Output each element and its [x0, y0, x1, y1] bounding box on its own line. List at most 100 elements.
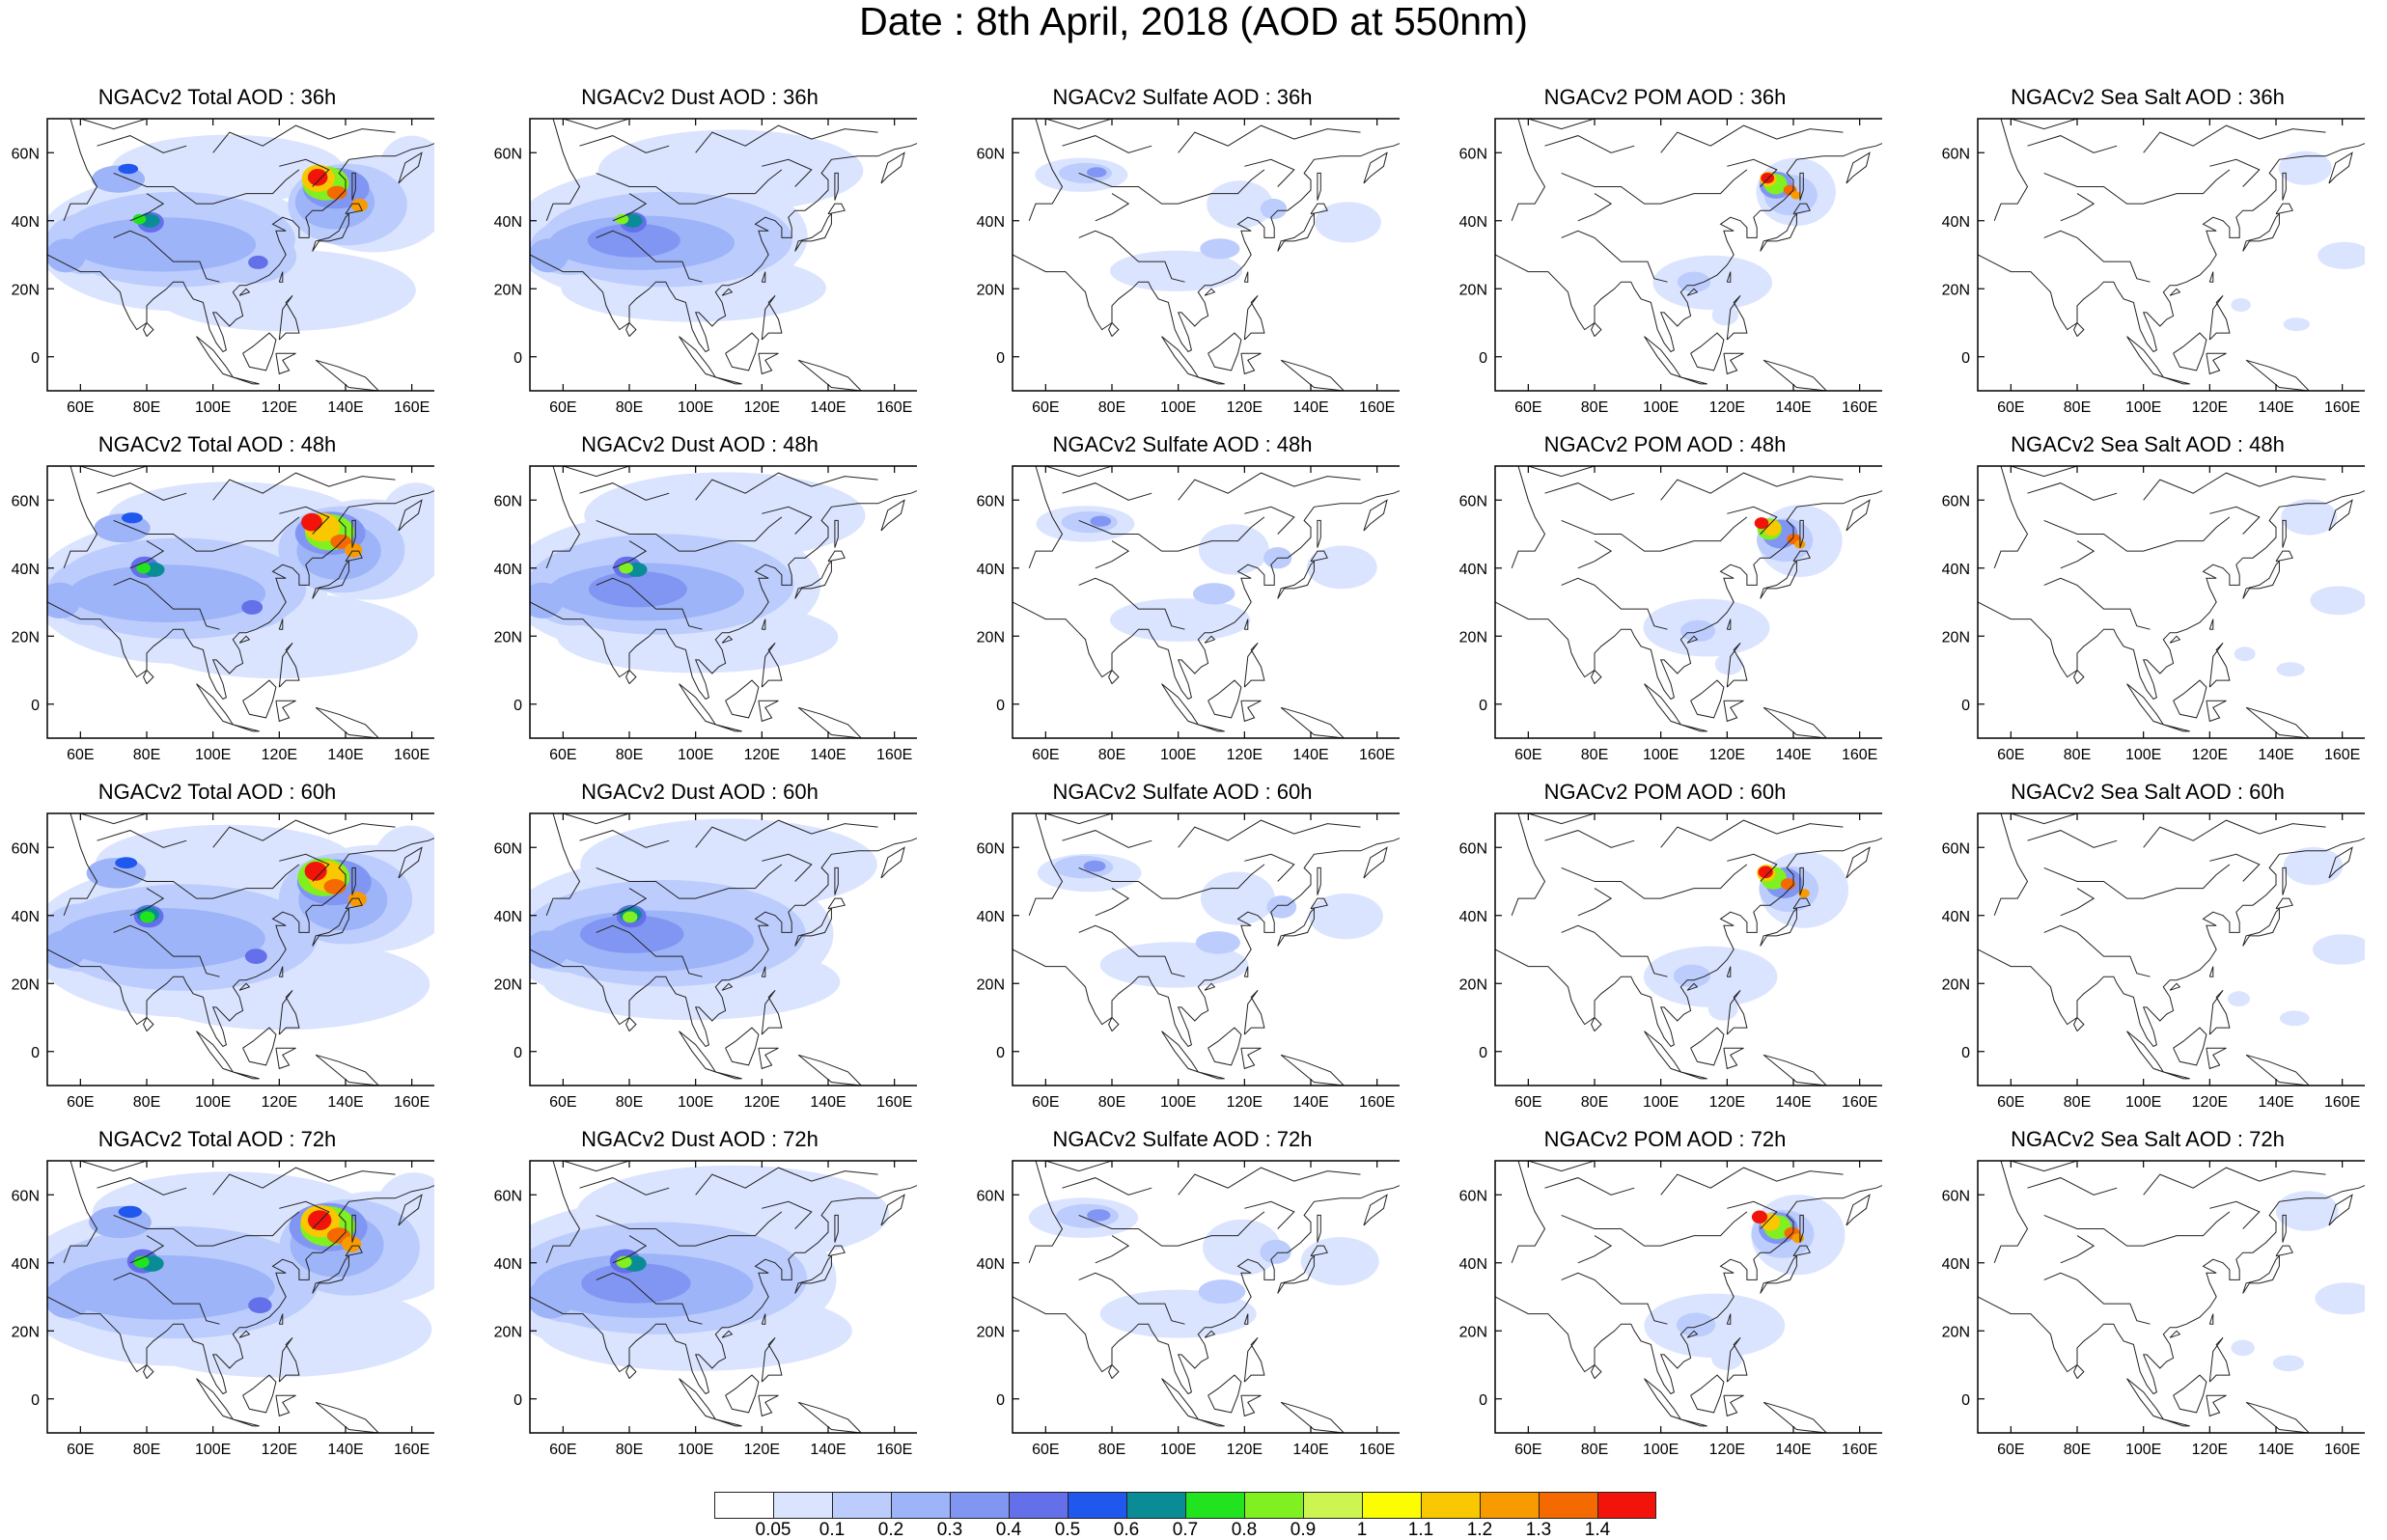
lat-tick-label: 0	[31, 698, 40, 714]
lon-tick-label: 160E	[2324, 747, 2360, 763]
lon-tick-label: 160E	[1359, 399, 1395, 416]
lon-tick-label: 60E	[1032, 1442, 1059, 1458]
aod-map: 60N 40N 20N 0 60E 80E 100E 120E 140E 160E	[494, 812, 917, 1111]
lat-tick-label: 60N	[12, 493, 40, 509]
aod-field	[47, 824, 434, 1031]
lon-tick-label: 80E	[1581, 1094, 1608, 1111]
coastlines	[47, 1161, 434, 1433]
aod-cell	[1260, 1239, 1291, 1264]
lon-tick-label: 160E	[2324, 1442, 2360, 1458]
lon-tick-label: 80E	[2064, 1442, 2091, 1458]
lat-tick-label: 20N	[977, 629, 1005, 646]
panel-title: NGACv2 Sea Salt AOD : 48h	[2011, 432, 2285, 456]
lat-tick-label: 0	[996, 698, 1005, 714]
lon-tick-label: 60E	[1997, 1094, 2024, 1111]
lat-tick-label: 60N	[1942, 493, 1970, 509]
lon-tick-label: 140E	[1292, 399, 1328, 416]
lon-tick-label: 100E	[678, 399, 713, 416]
lon-tick-label: 80E	[1098, 747, 1125, 763]
lon-tick-label: 140E	[327, 1442, 363, 1458]
lon-tick-label: 80E	[1581, 399, 1608, 416]
lon-tick-label: 100E	[1160, 747, 1196, 763]
lat-tick-label: 0	[513, 1392, 522, 1409]
map-panel-seasalt-1: NGACv2 Sea Salt AOD : 48h 60N 40N 20N 0 60E 80…	[1930, 432, 2365, 770]
aod-map: 60N 40N 20N 0 60E 80E 100E 120E 140E 160E	[12, 465, 434, 763]
lon-tick-label: 120E	[1227, 1094, 1263, 1111]
aod-cell	[2228, 991, 2250, 1007]
lon-tick-label: 100E	[2125, 399, 2161, 416]
lat-tick-label: 0	[1479, 698, 1487, 714]
aod-cell	[1711, 305, 1738, 326]
lat-tick-label: 20N	[1942, 282, 1970, 298]
lon-tick-label: 120E	[2192, 1094, 2228, 1111]
coastlines	[1978, 466, 2365, 738]
lat-tick-label: 40N	[977, 562, 1005, 578]
panel-title: NGACv2 Sulfate AOD : 36h	[1052, 85, 1313, 109]
lon-tick-label: 160E	[1842, 1442, 1877, 1458]
coastlines	[1495, 119, 1882, 391]
aod-map: 60N 40N 20N 0 60E 80E 100E 120E 140E 160E	[1942, 465, 2365, 763]
map-panel-sulfate-1: NGACv2 Sulfate AOD : 48h 60N 40N 20N 0 60E 80E…	[965, 432, 1400, 770]
lat-tick-label: 20N	[1942, 1324, 1970, 1340]
aod-cell	[57, 908, 265, 970]
aod-map: 60N 40N 20N 0 60E 80E 100E 120E 140E 160E	[977, 118, 1400, 416]
aod-cell	[1676, 1312, 1716, 1337]
lon-tick-label: 60E	[1032, 1094, 1059, 1111]
coastlines	[1978, 119, 2365, 391]
panel-title: NGACv2 Sea Salt AOD : 72h	[2011, 1127, 2285, 1151]
coastlines	[1495, 466, 1882, 738]
lon-tick-label: 140E	[1775, 399, 1811, 416]
lon-tick-label: 160E	[394, 747, 430, 763]
aod-cell	[1201, 871, 1275, 925]
aod-cell	[615, 213, 629, 225]
panel-title: NGACv2 Total AOD : 48h	[97, 432, 337, 456]
aod-cell	[1790, 191, 1801, 200]
lon-tick-label: 160E	[1359, 1442, 1395, 1458]
lon-tick-label: 120E	[1227, 747, 1263, 763]
aod-cell	[1714, 653, 1743, 675]
aod-cell	[2318, 241, 2365, 269]
coastlines	[47, 813, 434, 1086]
lat-tick-label: 20N	[12, 282, 40, 298]
lon-tick-label: 80E	[2064, 1094, 2091, 1111]
lat-tick-label: 0	[1961, 350, 1970, 367]
lon-tick-label: 140E	[810, 399, 846, 416]
aod-cell	[2231, 1339, 2255, 1357]
aod-cell	[69, 564, 266, 622]
lat-tick-label: 0	[996, 1045, 1005, 1061]
lon-tick-label: 160E	[876, 399, 912, 416]
aod-cell	[70, 217, 257, 272]
aod-map: 60N 40N 20N 0 60E 80E 100E 120E 140E 160E	[494, 1160, 917, 1458]
lon-tick-label: 100E	[195, 399, 231, 416]
aod-cell	[2283, 317, 2310, 332]
aod-cell	[304, 862, 327, 881]
lat-tick-label: 0	[31, 1392, 40, 1409]
lon-tick-label: 140E	[810, 1094, 846, 1111]
lon-tick-label: 100E	[1160, 399, 1196, 416]
coastlines	[530, 813, 917, 1086]
aod-cell	[1109, 598, 1251, 642]
lon-tick-label: 140E	[1292, 1094, 1328, 1111]
lon-tick-label: 120E	[744, 1094, 780, 1111]
lon-tick-label: 120E	[1709, 399, 1745, 416]
map-panel-seasalt-2: NGACv2 Sea Salt AOD : 60h 60N 40N 20N 0 60E 80…	[1930, 780, 2365, 1117]
aod-cell	[342, 1236, 362, 1252]
aod-cell	[118, 163, 139, 175]
aod-map: 60N 40N 20N 0 60E 80E 100E 120E 140E 160E	[1459, 812, 1882, 1111]
lat-tick-label: 20N	[1459, 282, 1487, 298]
aod-cell	[1754, 517, 1769, 530]
lat-tick-label: 20N	[1459, 1324, 1487, 1340]
lon-tick-label: 100E	[1643, 1442, 1679, 1458]
map-panel-pom-3: NGACv2 POM AOD : 72h 60N 40N 20N 0 60E 80E 100E…	[1448, 1127, 1882, 1465]
lon-tick-label: 120E	[262, 1442, 297, 1458]
lon-tick-label: 60E	[549, 747, 576, 763]
coastlines	[47, 119, 434, 391]
lat-tick-label: 20N	[12, 976, 40, 993]
aod-cell	[121, 512, 143, 524]
lat-tick-label: 40N	[977, 1256, 1005, 1273]
lat-tick-label: 20N	[977, 976, 1005, 993]
aod-map: 60N 40N 20N 0 60E 80E 100E 120E 140E 160E	[1942, 1160, 2365, 1458]
coastlines	[1495, 1161, 1882, 1433]
aod-cell	[111, 134, 344, 204]
lon-tick-label: 120E	[2192, 1442, 2228, 1458]
